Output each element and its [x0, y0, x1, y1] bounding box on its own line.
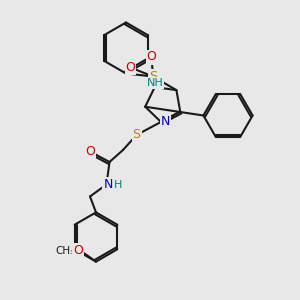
- Text: N: N: [103, 178, 113, 191]
- Text: NH: NH: [146, 78, 163, 88]
- Text: CH₃: CH₃: [56, 245, 75, 256]
- Text: H: H: [114, 179, 122, 190]
- Text: O: O: [85, 145, 95, 158]
- Text: S: S: [133, 128, 140, 142]
- Text: S: S: [149, 70, 157, 83]
- Text: O: O: [147, 50, 156, 64]
- Text: O: O: [126, 61, 135, 74]
- Text: O: O: [74, 244, 83, 257]
- Text: N: N: [161, 116, 170, 128]
